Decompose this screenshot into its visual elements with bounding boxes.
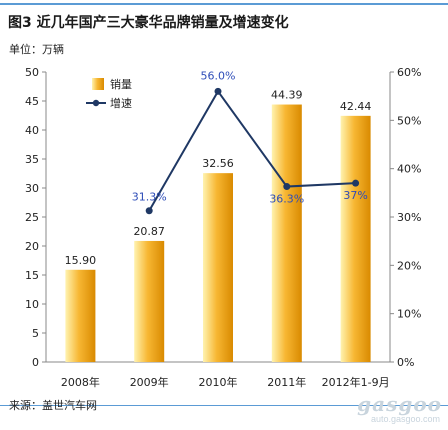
growth-point xyxy=(352,179,360,187)
left-tick-label: 35 xyxy=(25,153,39,166)
right-tick-label: 50% xyxy=(397,114,421,127)
legend-label-bar: 销量 xyxy=(110,77,132,91)
growth-point xyxy=(283,183,291,191)
bar xyxy=(134,240,165,362)
left-tick-label: 10 xyxy=(25,298,39,311)
bottom-rule xyxy=(0,405,448,406)
bar-value-label: 15.90 xyxy=(65,254,97,267)
growth-point xyxy=(214,87,222,95)
growth-value-label: 37% xyxy=(343,189,367,202)
left-tick-label: 0 xyxy=(32,356,39,369)
bar xyxy=(65,269,96,362)
bar-value-label: 44.39 xyxy=(271,89,303,102)
growth-value-label: 36.3% xyxy=(269,193,304,206)
legend-label-line: 增速 xyxy=(110,96,132,110)
x-tick-label: 2011年 xyxy=(267,375,306,389)
axes: 0 5 10 15 20 25 30 35 40 45 50 0% 10% 20% 30% 40% 50% 60% xyxy=(25,66,421,369)
right-tick-label: 40% xyxy=(397,163,421,176)
legend-marker-line xyxy=(92,99,100,107)
left-tick-label: 20 xyxy=(25,240,39,253)
watermark-brand: gasgoo xyxy=(357,392,442,416)
left-tick-label: 15 xyxy=(25,269,39,282)
watermark-url: auto.gasgoo.com xyxy=(370,414,440,424)
left-tick-label: 5 xyxy=(32,327,39,340)
left-tick-label: 40 xyxy=(25,124,39,137)
growth-value-label: 31.3% xyxy=(132,191,167,204)
chart-title: 图3 近几年国产三大豪华品牌销量及增速变化 xyxy=(8,15,289,31)
legend-swatch-bar xyxy=(92,78,104,90)
bar-series xyxy=(65,104,371,363)
source-note: 来源：盖世汽车网 xyxy=(9,399,97,412)
left-tick-label: 50 xyxy=(25,66,39,79)
growth-line xyxy=(148,89,356,212)
left-tick-label: 45 xyxy=(25,95,39,108)
bar xyxy=(271,104,302,363)
x-tick-label: 2009年 xyxy=(130,375,169,389)
unit-label: 单位：万辆 xyxy=(9,43,64,56)
bar-value-labels: 15.90 20.87 32.56 44.39 42.44 xyxy=(65,89,372,267)
right-tick-label: 10% xyxy=(397,308,421,321)
watermark-logo: gasgoo auto.gasgoo.com xyxy=(352,392,442,426)
x-tick-label: 2012年1-9月 xyxy=(322,375,390,389)
x-tick-label: 2010年 xyxy=(199,375,238,389)
bar-value-label: 42.44 xyxy=(340,100,372,113)
bar-value-label: 20.87 xyxy=(133,225,165,238)
growth-point xyxy=(145,207,153,215)
x-tick-labels: 2008年 2009年 2010年 2011年 2012年1-9月 xyxy=(61,375,390,389)
bar xyxy=(203,173,233,362)
top-rule xyxy=(0,3,448,5)
bar xyxy=(340,115,371,363)
x-tick-label: 2008年 xyxy=(61,375,100,389)
right-tick-label: 20% xyxy=(397,259,421,272)
line-series xyxy=(145,87,360,215)
bar-value-label: 32.56 xyxy=(202,157,234,170)
right-tick-label: 0% xyxy=(397,356,414,369)
right-tick-label: 30% xyxy=(397,211,421,224)
line-value-labels: 31.3% 56.0% 36.3% 37% xyxy=(132,69,368,205)
left-tick-label: 25 xyxy=(25,211,39,224)
right-tick-label: 60% xyxy=(397,66,421,79)
left-tick-label: 30 xyxy=(25,182,39,195)
growth-value-label: 56.0% xyxy=(201,69,236,82)
